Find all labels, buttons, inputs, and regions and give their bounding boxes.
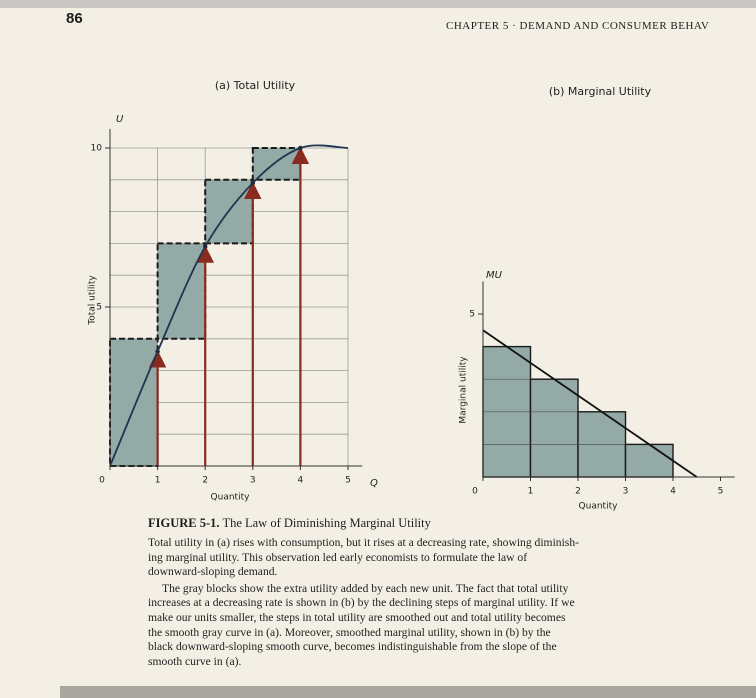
x-tick-label: 5 xyxy=(718,487,724,497)
y-tick-label: 10 xyxy=(91,144,103,154)
y-axis-symbol: U xyxy=(116,114,124,125)
x-tick-label: 3 xyxy=(250,476,256,486)
y-axis-symbol: MU xyxy=(486,270,503,281)
x-tick-label: 0 xyxy=(99,476,105,486)
charts: (a) Total Utility U Q Total utility Quantity… xyxy=(0,0,756,698)
bar xyxy=(531,379,579,477)
x-tick-label: 3 xyxy=(623,487,629,497)
x-tick-label: 4 xyxy=(670,487,676,497)
utility-block xyxy=(158,243,206,338)
x-tick-label: 2 xyxy=(202,476,208,486)
x-axis-label: Quantity xyxy=(579,502,619,512)
y-tick-label: 5 xyxy=(469,310,475,320)
x-axis-symbol: Q xyxy=(370,478,378,489)
y-tick-label: 5 xyxy=(96,303,102,313)
x-tick-label: 5 xyxy=(345,476,351,486)
bar xyxy=(626,444,674,477)
x-tick-label: 0 xyxy=(472,487,478,497)
x-tick-label: 1 xyxy=(155,476,161,486)
x-axis-label: Quantity xyxy=(211,493,251,503)
x-tick-label: 2 xyxy=(575,487,581,497)
chart-title: (a) Total Utility xyxy=(215,79,296,92)
x-tick-label: 1 xyxy=(528,487,534,497)
y-axis-label: Marginal utility xyxy=(459,356,469,424)
page: 86 CHAPTER 5 · DEMAND AND CONSUMER BEHAV… xyxy=(0,0,756,698)
x-tick-label: 4 xyxy=(298,476,304,486)
chart-title: (b) Marginal Utility xyxy=(549,85,652,98)
y-axis-label: Total utility xyxy=(88,275,98,326)
